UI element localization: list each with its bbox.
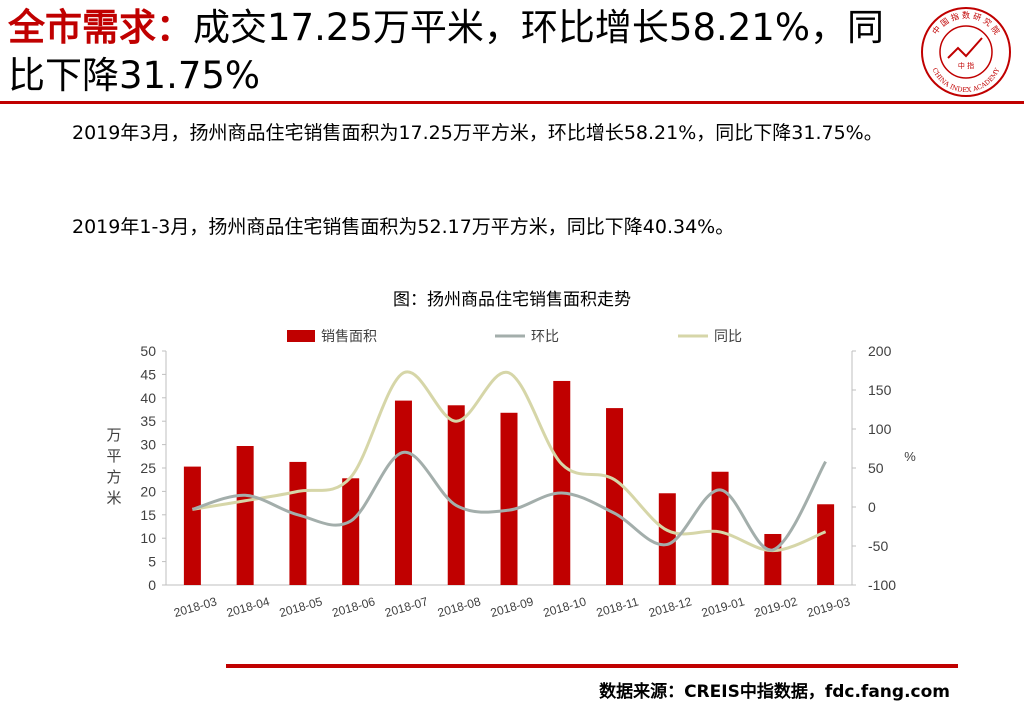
right-tick-label: -100 bbox=[868, 577, 896, 593]
bar-sales-area bbox=[236, 446, 254, 585]
x-tick-label: 2018-04 bbox=[225, 594, 272, 620]
y-axis-title-char: 万 bbox=[106, 426, 121, 444]
x-tick-label: 2018-09 bbox=[489, 594, 536, 620]
left-tick-label: 45 bbox=[140, 366, 156, 382]
bar-sales-area bbox=[447, 405, 465, 585]
chart-title: 图：扬州商品住宅销售面积走势 bbox=[393, 290, 631, 310]
x-tick-label: 2018-05 bbox=[278, 594, 325, 620]
legend-label-mom: 环比 bbox=[531, 329, 559, 345]
header-divider bbox=[0, 101, 1024, 104]
x-tick-label: 2018-08 bbox=[436, 594, 483, 620]
right-tick-label: 200 bbox=[868, 343, 892, 359]
china-index-academy-logo: 中 国 指 数 研 究 院 CHINA INDEX ACADEMY 中 指 bbox=[921, 7, 1011, 97]
data-source: 数据来源：CREIS中指数据，fdc.fang.com bbox=[599, 682, 950, 702]
legend-label-sales: 销售面积 bbox=[321, 329, 377, 345]
y-axis-title-char: 米 bbox=[106, 489, 121, 507]
left-tick-label: 0 bbox=[148, 577, 156, 593]
x-tick-label: 2018-12 bbox=[647, 594, 694, 620]
right-tick-label: 0 bbox=[868, 499, 876, 515]
summary-paragraph-2: 2019年1-3月，扬州商品住宅销售面积为52.17万平方米，同比下降40.34… bbox=[72, 216, 735, 238]
x-tick-label: 2018-11 bbox=[595, 594, 641, 619]
x-tick-label: 2018-03 bbox=[172, 594, 219, 620]
left-tick-label: 50 bbox=[140, 343, 156, 359]
bar-sales-area bbox=[394, 400, 412, 585]
right-tick-label: 50 bbox=[868, 460, 884, 476]
title-rest: 成交17.25万平米，环比增长58.21%，同比下降31.75% bbox=[8, 6, 885, 97]
left-tick-label: 40 bbox=[140, 390, 156, 406]
bar-sales-area bbox=[606, 408, 624, 585]
line-mom bbox=[191, 450, 827, 552]
legend-label-yoy: 同比 bbox=[714, 329, 742, 345]
bar-sales-area bbox=[764, 533, 782, 585]
bar-sales-area bbox=[289, 461, 307, 585]
y2-axis-title: % bbox=[904, 449, 916, 464]
legend-swatch-sales bbox=[287, 330, 315, 342]
right-tick-label: 150 bbox=[868, 382, 892, 398]
x-tick-label: 2019-01 bbox=[700, 594, 747, 620]
x-tick-label: 2018-10 bbox=[542, 594, 589, 620]
left-tick-label: 5 bbox=[148, 554, 156, 570]
x-tick-label: 2018-06 bbox=[330, 594, 377, 620]
left-tick-label: 20 bbox=[140, 483, 156, 499]
line-yoy bbox=[192, 370, 827, 553]
footer-divider bbox=[226, 664, 958, 668]
right-tick-label: 100 bbox=[868, 421, 892, 437]
bar-sales-area bbox=[711, 471, 729, 585]
x-tick-label: 2019-03 bbox=[805, 594, 852, 620]
left-tick-label: 35 bbox=[140, 413, 156, 429]
right-tick-label: -50 bbox=[868, 538, 888, 554]
bar-sales-area bbox=[342, 478, 360, 585]
x-tick-label: 2018-07 bbox=[383, 594, 430, 620]
x-tick-label: 2019-02 bbox=[753, 594, 800, 620]
left-tick-label: 10 bbox=[140, 530, 156, 546]
y-axis-title-char: 方 bbox=[106, 468, 121, 486]
bar-sales-area bbox=[500, 412, 518, 585]
title-highlight: 全市需求： bbox=[8, 6, 193, 49]
page-title: 全市需求：成交17.25万平米，环比增长58.21%，同比下降31.75% bbox=[8, 4, 908, 100]
summary-paragraph-1: 2019年3月，扬州商品住宅销售面积为17.25万平方米，环比增长58.21%，… bbox=[72, 122, 883, 144]
y-axis-title-char: 平 bbox=[106, 447, 121, 465]
left-tick-label: 15 bbox=[140, 507, 156, 523]
left-tick-label: 30 bbox=[140, 437, 156, 453]
bar-sales-area bbox=[183, 466, 201, 585]
logo-center-text: 中 指 bbox=[958, 61, 974, 70]
bar-sales-area bbox=[658, 493, 676, 585]
bar-sales-area bbox=[553, 380, 571, 585]
left-tick-label: 25 bbox=[140, 460, 156, 476]
bar-sales-area bbox=[817, 504, 835, 585]
